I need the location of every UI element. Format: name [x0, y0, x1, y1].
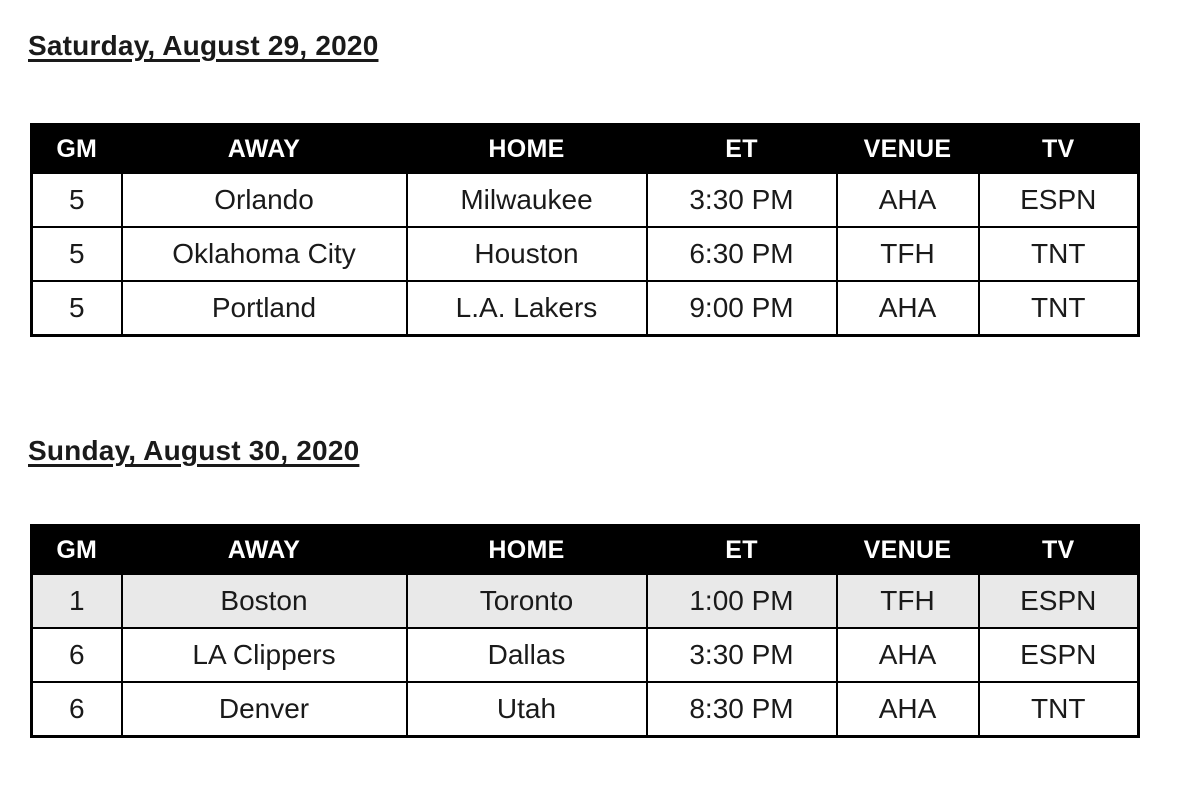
cell-tv-network: TNT [977, 681, 1140, 738]
cell-time-et: 3:30 PM [645, 627, 838, 683]
column-header-home: HOME [405, 524, 648, 575]
cell-venue: AHA [835, 280, 980, 337]
schedule-row: 5 Orlando Milwaukee 3:30 PM AHA ESPN [30, 172, 1140, 228]
column-header-et: ET [645, 123, 838, 174]
saturday-schedule-body: 5 Orlando Milwaukee 3:30 PM AHA ESPN 5 O… [30, 172, 1140, 337]
cell-game-number: 6 [30, 681, 123, 738]
cell-away-team: Orlando [120, 172, 408, 228]
column-header-tv: TV [977, 524, 1140, 575]
column-header-tv: TV [977, 123, 1140, 174]
cell-home-team: Utah [405, 681, 648, 738]
cell-home-team: Dallas [405, 627, 648, 683]
sunday-schedule-table: GM AWAY HOME ET VENUE TV 1 Boston Toront… [30, 524, 1140, 738]
saturday-schedule-table: GM AWAY HOME ET VENUE TV 5 Orlando Milwa… [30, 123, 1140, 337]
cell-game-number: 6 [30, 627, 123, 683]
cell-tv-network: TNT [977, 280, 1140, 337]
column-header-venue: VENUE [835, 524, 980, 575]
cell-venue: AHA [835, 172, 980, 228]
cell-game-number: 5 [30, 172, 123, 228]
schedule-row: 5 Portland L.A. Lakers 9:00 PM AHA TNT [30, 280, 1140, 337]
cell-tv-network: ESPN [977, 627, 1140, 683]
day-heading-sunday: Sunday, August 30, 2020 [28, 435, 360, 466]
schedule-row: 6 LA Clippers Dallas 3:30 PM AHA ESPN [30, 627, 1140, 683]
day-heading-saturday: Saturday, August 29, 2020 [28, 30, 379, 61]
cell-away-team: LA Clippers [120, 627, 408, 683]
cell-home-team: Toronto [405, 573, 648, 629]
table-header-row: GM AWAY HOME ET VENUE TV [30, 123, 1140, 174]
schedule-row: 1 Boston Toronto 1:00 PM TFH ESPN [30, 573, 1140, 629]
column-header-et: ET [645, 524, 838, 575]
schedule-row: 6 Denver Utah 8:30 PM AHA TNT [30, 681, 1140, 738]
cell-away-team: Portland [120, 280, 408, 337]
schedule-row: 5 Oklahoma City Houston 6:30 PM TFH TNT [30, 226, 1140, 282]
column-header-away: AWAY [120, 524, 408, 575]
cell-game-number: 5 [30, 226, 123, 282]
column-header-away: AWAY [120, 123, 408, 174]
cell-time-et: 8:30 PM [645, 681, 838, 738]
cell-venue: AHA [835, 681, 980, 738]
sunday-schedule-body: 1 Boston Toronto 1:00 PM TFH ESPN 6 LA C… [30, 573, 1140, 738]
cell-time-et: 3:30 PM [645, 172, 838, 228]
cell-away-team: Denver [120, 681, 408, 738]
cell-time-et: 6:30 PM [645, 226, 838, 282]
cell-tv-network: TNT [977, 226, 1140, 282]
cell-away-team: Oklahoma City [120, 226, 408, 282]
column-header-venue: VENUE [835, 123, 980, 174]
cell-away-team: Boston [120, 573, 408, 629]
column-header-gm: GM [30, 123, 123, 174]
column-header-home: HOME [405, 123, 648, 174]
cell-tv-network: ESPN [977, 573, 1140, 629]
cell-game-number: 5 [30, 280, 123, 337]
cell-home-team: Houston [405, 226, 648, 282]
column-header-gm: GM [30, 524, 123, 575]
cell-game-number: 1 [30, 573, 123, 629]
cell-home-team: Milwaukee [405, 172, 648, 228]
cell-venue: TFH [835, 573, 980, 629]
cell-time-et: 9:00 PM [645, 280, 838, 337]
cell-venue: TFH [835, 226, 980, 282]
cell-venue: AHA [835, 627, 980, 683]
cell-home-team: L.A. Lakers [405, 280, 648, 337]
cell-time-et: 1:00 PM [645, 573, 838, 629]
table-header-row: GM AWAY HOME ET VENUE TV [30, 524, 1140, 575]
cell-tv-network: ESPN [977, 172, 1140, 228]
